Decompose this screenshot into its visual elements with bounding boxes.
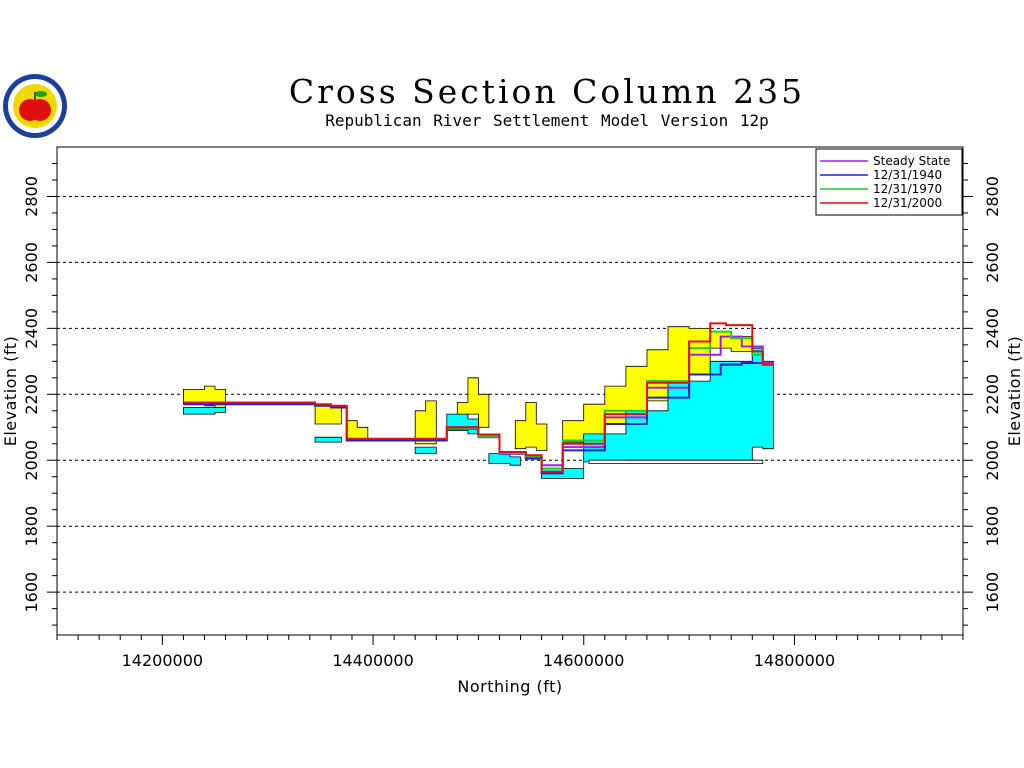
layer-upper-segment-3 <box>414 400 437 445</box>
y-axis-title-left: Elevation (ft) <box>1 336 20 447</box>
x-axis-title: Northing (ft) <box>457 677 562 696</box>
legend-label-3: 12/31/2000 <box>873 196 942 210</box>
y-tick-label-left: 2800 <box>22 176 41 217</box>
axes: 14200000 14400000 14600000 14800000 1600 1600… <box>22 162 1002 670</box>
y-tick-label-right: 2600 <box>983 242 1002 283</box>
legend-label-0: Steady State <box>873 154 950 168</box>
legend-label-2: 12/31/1970 <box>873 182 942 196</box>
y-tick-label-right: 2200 <box>983 374 1002 415</box>
layer-upper-segment-2 <box>346 420 369 441</box>
layer-middle-segment-3 <box>446 413 479 435</box>
y-tick-label-left: 2200 <box>22 374 41 415</box>
series-line-3 <box>183 322 774 473</box>
legend: Steady State12/31/194012/31/197012/31/20… <box>815 148 963 216</box>
y-tick-label-right: 2400 <box>983 308 1002 349</box>
x-tick-label: 14600000 <box>543 651 624 670</box>
legend-box <box>815 148 963 216</box>
x-tick-label: 14200000 <box>122 651 203 670</box>
y-tick-label-left: 2600 <box>22 242 41 283</box>
layer-middle-segment-0 <box>183 407 226 415</box>
x-tick-label: 14400000 <box>332 651 413 670</box>
y-tick-label-right: 1600 <box>983 572 1002 613</box>
layer-upper-segment-5 <box>514 402 548 451</box>
x-tick-label: 14800000 <box>754 651 835 670</box>
legend-label-1: 12/31/1940 <box>873 168 942 182</box>
y-tick-label-right: 2000 <box>983 440 1002 481</box>
y-tick-label-left: 1800 <box>22 506 41 547</box>
chart-title: Cross Section Column 235 <box>288 72 806 111</box>
series-lines <box>183 322 774 475</box>
layer-middle-segment-1 <box>314 436 342 443</box>
y-axis-title-right: Elevation (ft) <box>1005 336 1024 447</box>
y-tick-label-left: 2400 <box>22 308 41 349</box>
y-tick-label-right: 2800 <box>983 176 1002 217</box>
plot-frame <box>56 146 964 636</box>
layer-upper-segment-1 <box>314 405 342 425</box>
y-tick-label-left: 1600 <box>22 572 41 613</box>
chart-subtitle: Republican River Settlement Model Versio… <box>325 111 769 130</box>
apple-seal-icon <box>3 74 67 138</box>
layer-middle-segment-2 <box>414 446 437 454</box>
y-tick-label-left: 2000 <box>22 440 41 481</box>
y-tick-label-right: 1800 <box>983 506 1002 547</box>
layer-lower-segment-0 <box>588 459 764 464</box>
layer-middle-segment-4 <box>488 453 521 466</box>
series-line-1 <box>183 362 774 475</box>
